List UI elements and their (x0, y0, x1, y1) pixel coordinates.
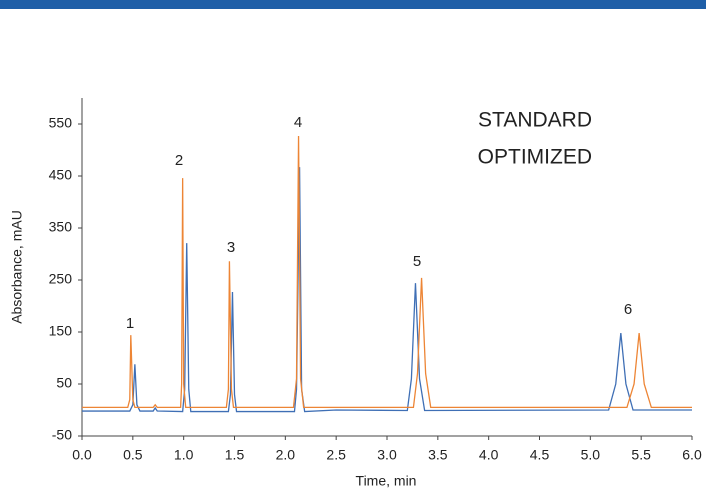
series-line (82, 135, 692, 409)
x-tick-label: 0.0 (72, 447, 92, 463)
x-tick-label: 5.5 (631, 447, 651, 463)
x-tick-label: 1.5 (225, 447, 245, 463)
y-axis-label: Absorbance, mAU (9, 210, 25, 324)
peak-label: 2 (175, 152, 183, 169)
x-tick-label: 0.5 (123, 447, 143, 463)
x-tick-label: 4.5 (530, 447, 550, 463)
x-tick-label: 5.0 (581, 447, 601, 463)
peak-label: 1 (126, 315, 134, 332)
y-tick-label: 150 (49, 323, 73, 339)
x-tick-label: 2.0 (276, 447, 296, 463)
y-tick-label: 450 (49, 167, 73, 183)
peak-label: 6 (624, 301, 632, 318)
legend-entry: STANDARD (478, 109, 592, 132)
x-tick-label: 4.0 (479, 447, 499, 463)
y-tick-label: 50 (56, 375, 72, 391)
y-tick-label: -50 (52, 427, 72, 443)
peak-label: 4 (294, 114, 302, 131)
x-tick-label: 3.0 (377, 447, 397, 463)
peak-label: 3 (227, 239, 235, 256)
x-tick-label: 1.0 (174, 447, 194, 463)
legend-entry: OPTIMIZED (478, 146, 592, 169)
peak-label: 5 (413, 253, 421, 270)
series-line (82, 167, 692, 413)
y-tick-label: 550 (49, 115, 73, 131)
header-bar (0, 0, 706, 9)
x-tick-label: 6.0 (682, 447, 702, 463)
y-tick-label: 350 (49, 219, 73, 235)
x-tick-label: 3.5 (428, 447, 448, 463)
x-tick-label: 2.5 (326, 447, 346, 463)
y-tick-label: 250 (49, 271, 73, 287)
x-axis-label: Time, min (356, 473, 417, 489)
